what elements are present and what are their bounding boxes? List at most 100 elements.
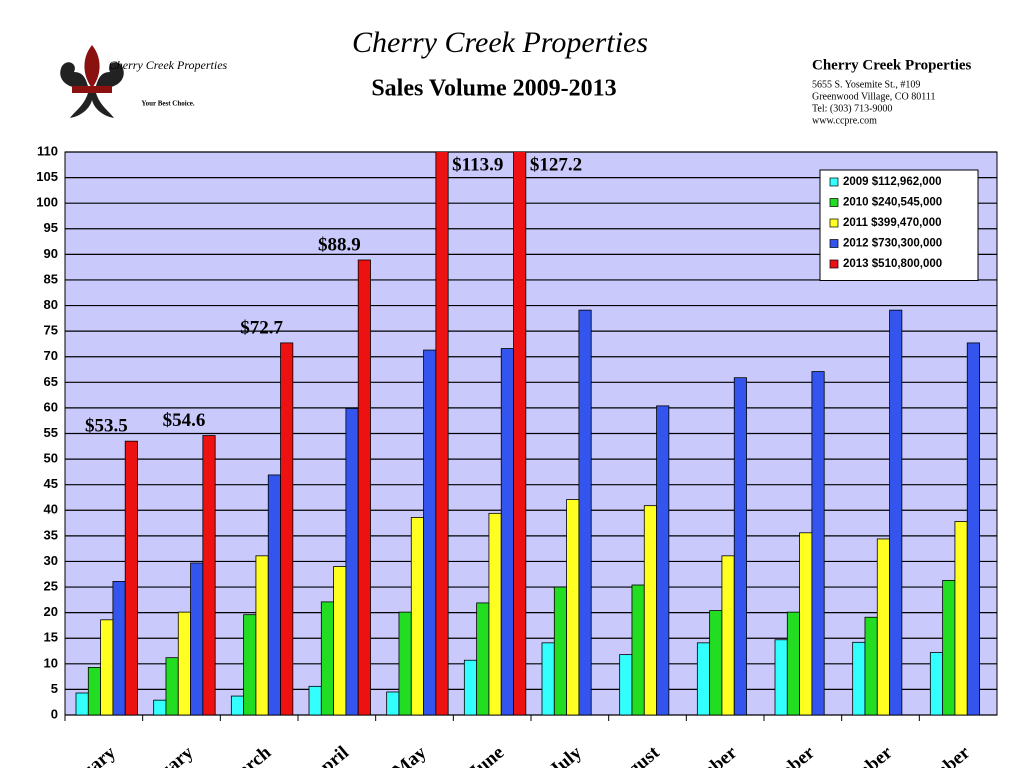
legend-swatch — [829, 259, 839, 269]
y-tick-label: 40 — [44, 502, 58, 517]
value-label: $53.5 — [85, 416, 128, 437]
x-tick-label: mber — [928, 742, 975, 768]
bar — [153, 699, 167, 715]
bar — [643, 505, 657, 715]
legend-label: 2011 $399,470,000 — [843, 217, 942, 229]
chart-title: Sales Volume 2009-2013 — [371, 76, 616, 102]
bar — [435, 152, 449, 715]
y-tick-label: 50 — [44, 451, 58, 466]
bar — [177, 611, 191, 715]
bar — [541, 642, 555, 715]
bar — [513, 152, 527, 715]
bar — [112, 581, 126, 715]
bar — [243, 614, 257, 715]
bar — [889, 309, 903, 715]
y-tick-label: 20 — [44, 604, 58, 619]
value-label: $113.9 — [452, 154, 503, 175]
bar — [398, 611, 412, 715]
bar — [345, 408, 359, 715]
bar — [852, 641, 866, 715]
y-tick-label: 90 — [44, 246, 58, 261]
value-label: $72.7 — [240, 317, 283, 338]
bar — [786, 611, 800, 715]
bars — [75, 152, 980, 715]
bar — [255, 555, 269, 715]
legend-label: 2009 $112,962,000 — [843, 176, 942, 188]
logo: Cherry Creek Properties Your Best Choice… — [60, 45, 228, 118]
bar — [308, 685, 322, 715]
legend-label: 2010 $240,545,000 — [843, 197, 942, 209]
y-tick-label: 35 — [44, 527, 58, 542]
address-line: www.ccpre.com — [812, 115, 877, 126]
legend-swatch — [829, 218, 839, 228]
y-tick-label: 75 — [44, 323, 58, 338]
bar — [553, 586, 567, 715]
bar — [578, 309, 592, 715]
address-line: Greenwood Village, CO 80111 — [812, 91, 935, 102]
y-tick-label: 100 — [36, 195, 58, 210]
address: Cherry Creek Properties 5655 S. Yosemite… — [812, 57, 972, 126]
y-tick-label: 5 — [51, 681, 58, 696]
value-label: $127.2 — [530, 154, 582, 175]
address-line: Tel: (303) 713-9000 — [812, 103, 892, 114]
bar — [811, 371, 825, 715]
bar — [333, 566, 347, 715]
logo-tagline: Your Best Choice. — [141, 100, 195, 108]
legend-box — [819, 169, 979, 281]
x-tick-label: gust — [624, 742, 664, 768]
legend-swatch — [829, 198, 839, 207]
bar — [463, 659, 478, 715]
x-tick-label: June — [465, 742, 508, 768]
y-tick-label: 65 — [44, 374, 58, 389]
y-tick-label: 30 — [44, 553, 58, 568]
x-tick-label: arch — [234, 742, 276, 768]
y-tick-label: 105 — [36, 169, 58, 184]
legend-swatch — [829, 177, 839, 187]
bar — [774, 639, 788, 715]
x-tick-label: pril — [317, 742, 353, 768]
y-tick-label: 10 — [44, 655, 58, 670]
x-tick-label: mber — [850, 742, 897, 768]
bar — [410, 517, 424, 715]
x-tick-label: May — [389, 742, 431, 768]
bar — [75, 692, 89, 715]
y-tick-label: 85 — [44, 271, 58, 286]
y-tick-label: 55 — [44, 425, 58, 440]
x-tick-label: ruary — [148, 742, 197, 768]
legend-swatch — [829, 239, 839, 248]
bar — [500, 348, 514, 715]
bar — [357, 259, 371, 715]
y-tick-label: 25 — [44, 578, 58, 593]
bar — [929, 652, 944, 715]
bar — [733, 377, 747, 715]
legend-label: 2012 $730,300,000 — [843, 238, 942, 250]
bar — [799, 532, 813, 715]
x-tick-label: July — [546, 742, 587, 768]
bar — [954, 521, 968, 715]
y-tick-label: 45 — [44, 476, 58, 491]
legend-label: 2013 $510,800,000 — [843, 258, 942, 270]
bar — [165, 657, 179, 715]
value-label: $88.9 — [318, 234, 361, 255]
x-tick-label: ober — [777, 742, 819, 768]
bar — [124, 440, 138, 715]
y-tick-label: 80 — [44, 297, 58, 312]
bar — [230, 695, 245, 715]
x-tick-label: mber — [695, 742, 742, 768]
bar — [656, 405, 670, 715]
bar — [864, 616, 878, 715]
bar — [876, 538, 890, 715]
y-tick-label: 70 — [44, 348, 58, 363]
bar — [100, 619, 114, 715]
y-tick-label: 110 — [37, 143, 58, 158]
y-tick-label: 15 — [44, 630, 58, 645]
bar — [619, 654, 633, 715]
address-line: 5655 S. Yosemite St., #109 — [812, 79, 920, 90]
bar — [696, 642, 711, 715]
script-title: Cherry Creek Properties — [352, 26, 648, 59]
bar — [942, 579, 956, 715]
y-tick-label: 0 — [51, 706, 58, 721]
bar — [386, 691, 400, 715]
